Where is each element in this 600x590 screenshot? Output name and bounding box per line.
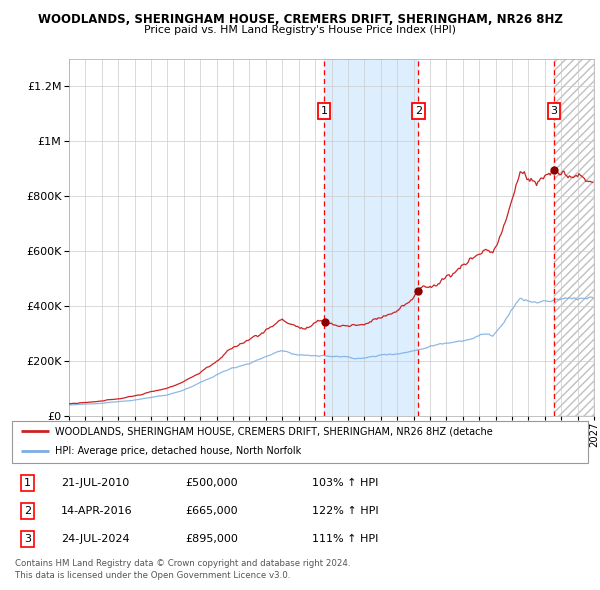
Text: 21-JUL-2010: 21-JUL-2010 <box>61 478 129 488</box>
Text: 2: 2 <box>24 506 31 516</box>
Bar <box>554 59 594 416</box>
Text: 122% ↑ HPI: 122% ↑ HPI <box>311 506 378 516</box>
Text: WOODLANDS, SHERINGHAM HOUSE, CREMERS DRIFT, SHERINGHAM, NR26 8HZ (detache: WOODLANDS, SHERINGHAM HOUSE, CREMERS DRI… <box>55 427 493 436</box>
Text: 24-JUL-2024: 24-JUL-2024 <box>61 534 130 544</box>
Text: 14-APR-2016: 14-APR-2016 <box>61 506 133 516</box>
Text: Contains HM Land Registry data © Crown copyright and database right 2024.: Contains HM Land Registry data © Crown c… <box>15 559 350 568</box>
Bar <box>554 59 594 416</box>
Text: 2: 2 <box>415 106 422 116</box>
Text: 3: 3 <box>24 534 31 544</box>
Text: 1: 1 <box>24 478 31 488</box>
FancyBboxPatch shape <box>12 421 588 463</box>
Text: HPI: Average price, detached house, North Norfolk: HPI: Average price, detached house, Nort… <box>55 446 301 456</box>
Text: 3: 3 <box>550 106 557 116</box>
Text: £665,000: £665,000 <box>185 506 238 516</box>
Text: 103% ↑ HPI: 103% ↑ HPI <box>311 478 378 488</box>
Text: 1: 1 <box>320 106 328 116</box>
Bar <box>324 59 418 416</box>
Text: 111% ↑ HPI: 111% ↑ HPI <box>311 534 378 544</box>
Text: Price paid vs. HM Land Registry's House Price Index (HPI): Price paid vs. HM Land Registry's House … <box>144 25 456 35</box>
Text: WOODLANDS, SHERINGHAM HOUSE, CREMERS DRIFT, SHERINGHAM, NR26 8HZ: WOODLANDS, SHERINGHAM HOUSE, CREMERS DRI… <box>38 13 562 26</box>
Text: £500,000: £500,000 <box>185 478 238 488</box>
Text: £895,000: £895,000 <box>185 534 238 544</box>
Text: This data is licensed under the Open Government Licence v3.0.: This data is licensed under the Open Gov… <box>15 571 290 580</box>
